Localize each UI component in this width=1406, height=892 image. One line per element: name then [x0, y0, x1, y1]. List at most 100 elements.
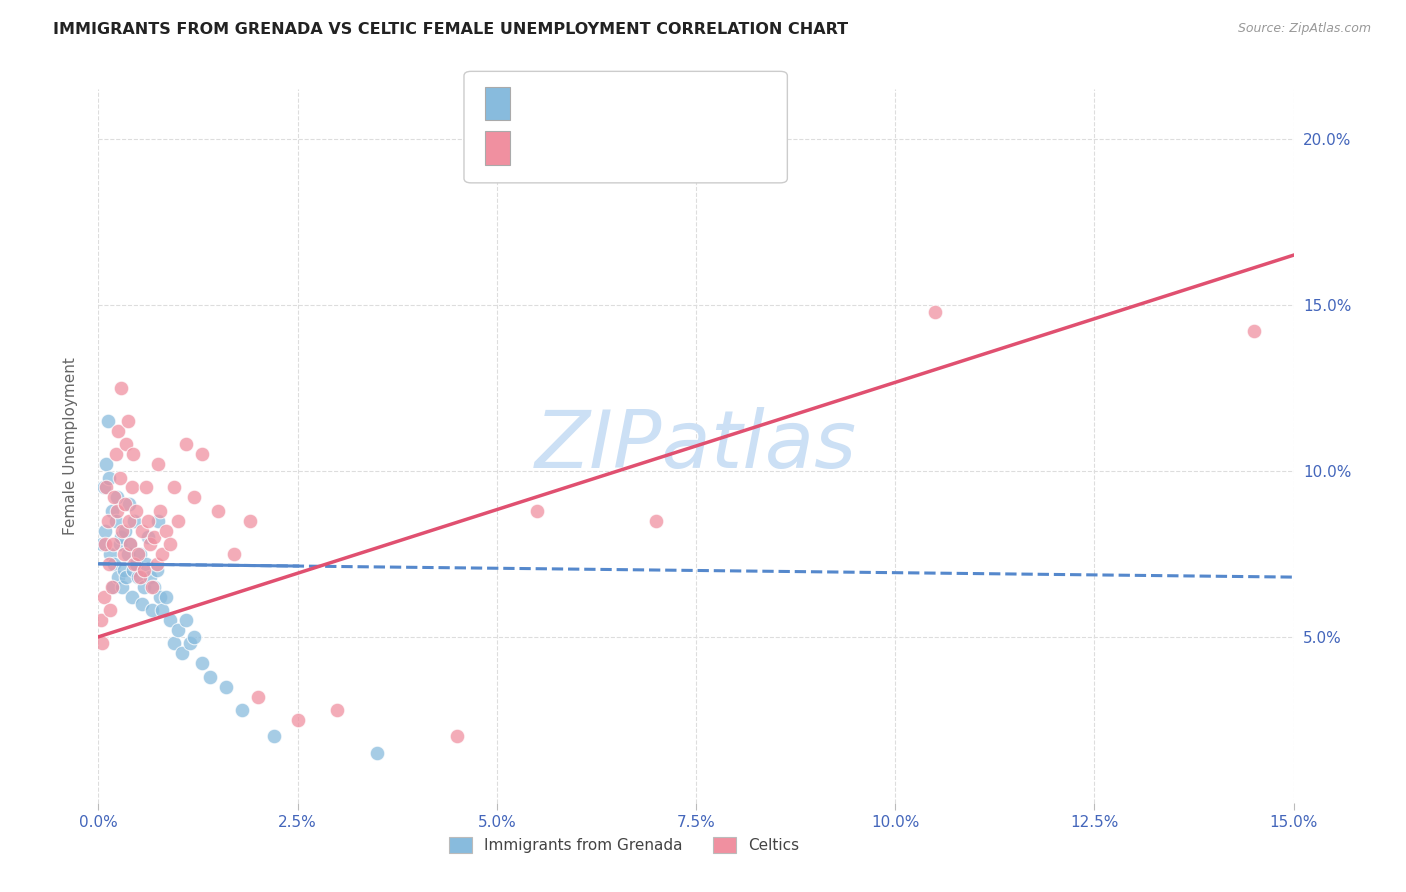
- Point: [101, 537, 124, 551]
- Point: [183, 630, 205, 644]
- Point: [145, 557, 167, 571]
- Point: [150, 547, 173, 561]
- Point: [124, 557, 146, 571]
- Point: [108, 470, 131, 484]
- Point: [101, 580, 124, 594]
- Point: [141, 580, 163, 594]
- Point: [120, 537, 142, 551]
- Point: [110, 530, 132, 544]
- Point: [127, 570, 149, 584]
- Point: [131, 597, 153, 611]
- Point: [136, 530, 159, 544]
- Point: [155, 590, 177, 604]
- Text: N =: N =: [633, 95, 669, 110]
- Point: [96, 457, 118, 471]
- Point: [143, 580, 166, 594]
- Point: [231, 703, 253, 717]
- Point: [143, 530, 166, 544]
- Point: [645, 514, 668, 528]
- Point: [114, 497, 136, 511]
- Point: [183, 491, 205, 505]
- Point: [179, 636, 201, 650]
- Point: [93, 481, 115, 495]
- Text: Source: ZipAtlas.com: Source: ZipAtlas.com: [1237, 22, 1371, 36]
- Point: [287, 713, 309, 727]
- Point: [90, 613, 112, 627]
- Point: [446, 730, 468, 744]
- Point: [167, 514, 190, 528]
- Text: 58: 58: [675, 140, 693, 154]
- Point: [124, 514, 146, 528]
- Text: IMMIGRANTS FROM GRENADA VS CELTIC FEMALE UNEMPLOYMENT CORRELATION CHART: IMMIGRANTS FROM GRENADA VS CELTIC FEMALE…: [53, 22, 849, 37]
- Point: [111, 524, 134, 538]
- Point: [128, 547, 150, 561]
- Point: [114, 524, 136, 538]
- Point: [101, 580, 124, 594]
- Point: [167, 624, 190, 638]
- Point: [139, 537, 162, 551]
- Point: [174, 437, 197, 451]
- Point: [159, 537, 181, 551]
- Point: [121, 447, 143, 461]
- Point: [104, 514, 127, 528]
- Point: [103, 491, 125, 505]
- Point: [263, 730, 285, 744]
- Point: [148, 514, 170, 528]
- Point: [105, 491, 128, 505]
- Point: [118, 497, 141, 511]
- Point: [239, 514, 262, 528]
- Point: [149, 504, 172, 518]
- Point: [172, 647, 194, 661]
- Point: [98, 603, 122, 617]
- Point: [94, 537, 117, 551]
- Point: [136, 514, 159, 528]
- Point: [103, 557, 125, 571]
- Point: [108, 537, 131, 551]
- Point: [132, 580, 155, 594]
- Point: [105, 504, 128, 518]
- Text: R =: R =: [517, 95, 554, 110]
- Point: [1243, 325, 1265, 339]
- Point: [131, 524, 153, 538]
- Point: [110, 381, 132, 395]
- Text: N =: N =: [633, 140, 669, 154]
- Point: [198, 670, 221, 684]
- Point: [121, 590, 143, 604]
- Point: [94, 524, 117, 538]
- Point: [120, 537, 142, 551]
- Point: [97, 557, 120, 571]
- Point: [97, 470, 120, 484]
- Point: [127, 547, 149, 561]
- Point: [207, 504, 229, 518]
- Point: [93, 590, 115, 604]
- Point: [174, 613, 197, 627]
- Point: [91, 537, 114, 551]
- Point: [125, 557, 148, 571]
- Text: 0.430: 0.430: [562, 140, 617, 154]
- Point: [104, 447, 127, 461]
- Point: [191, 657, 214, 671]
- Point: [366, 746, 388, 760]
- Point: [111, 580, 134, 594]
- Point: [526, 504, 548, 518]
- Point: [112, 564, 135, 578]
- Point: [91, 636, 114, 650]
- Point: [107, 424, 129, 438]
- Point: [222, 547, 245, 561]
- Point: [96, 481, 118, 495]
- Text: ZIPatlas: ZIPatlas: [534, 407, 858, 485]
- Point: [101, 504, 124, 518]
- Point: [155, 524, 177, 538]
- Point: [118, 514, 141, 528]
- Point: [924, 304, 946, 318]
- Point: [141, 603, 163, 617]
- Point: [163, 636, 186, 650]
- Point: [132, 564, 155, 578]
- Point: [97, 514, 120, 528]
- Point: [112, 547, 135, 561]
- Y-axis label: Female Unemployment: Female Unemployment: [63, 357, 77, 535]
- Point: [139, 570, 162, 584]
- Point: [159, 613, 181, 627]
- Legend: Immigrants from Grenada, Celtics: Immigrants from Grenada, Celtics: [443, 831, 806, 859]
- Point: [163, 481, 186, 495]
